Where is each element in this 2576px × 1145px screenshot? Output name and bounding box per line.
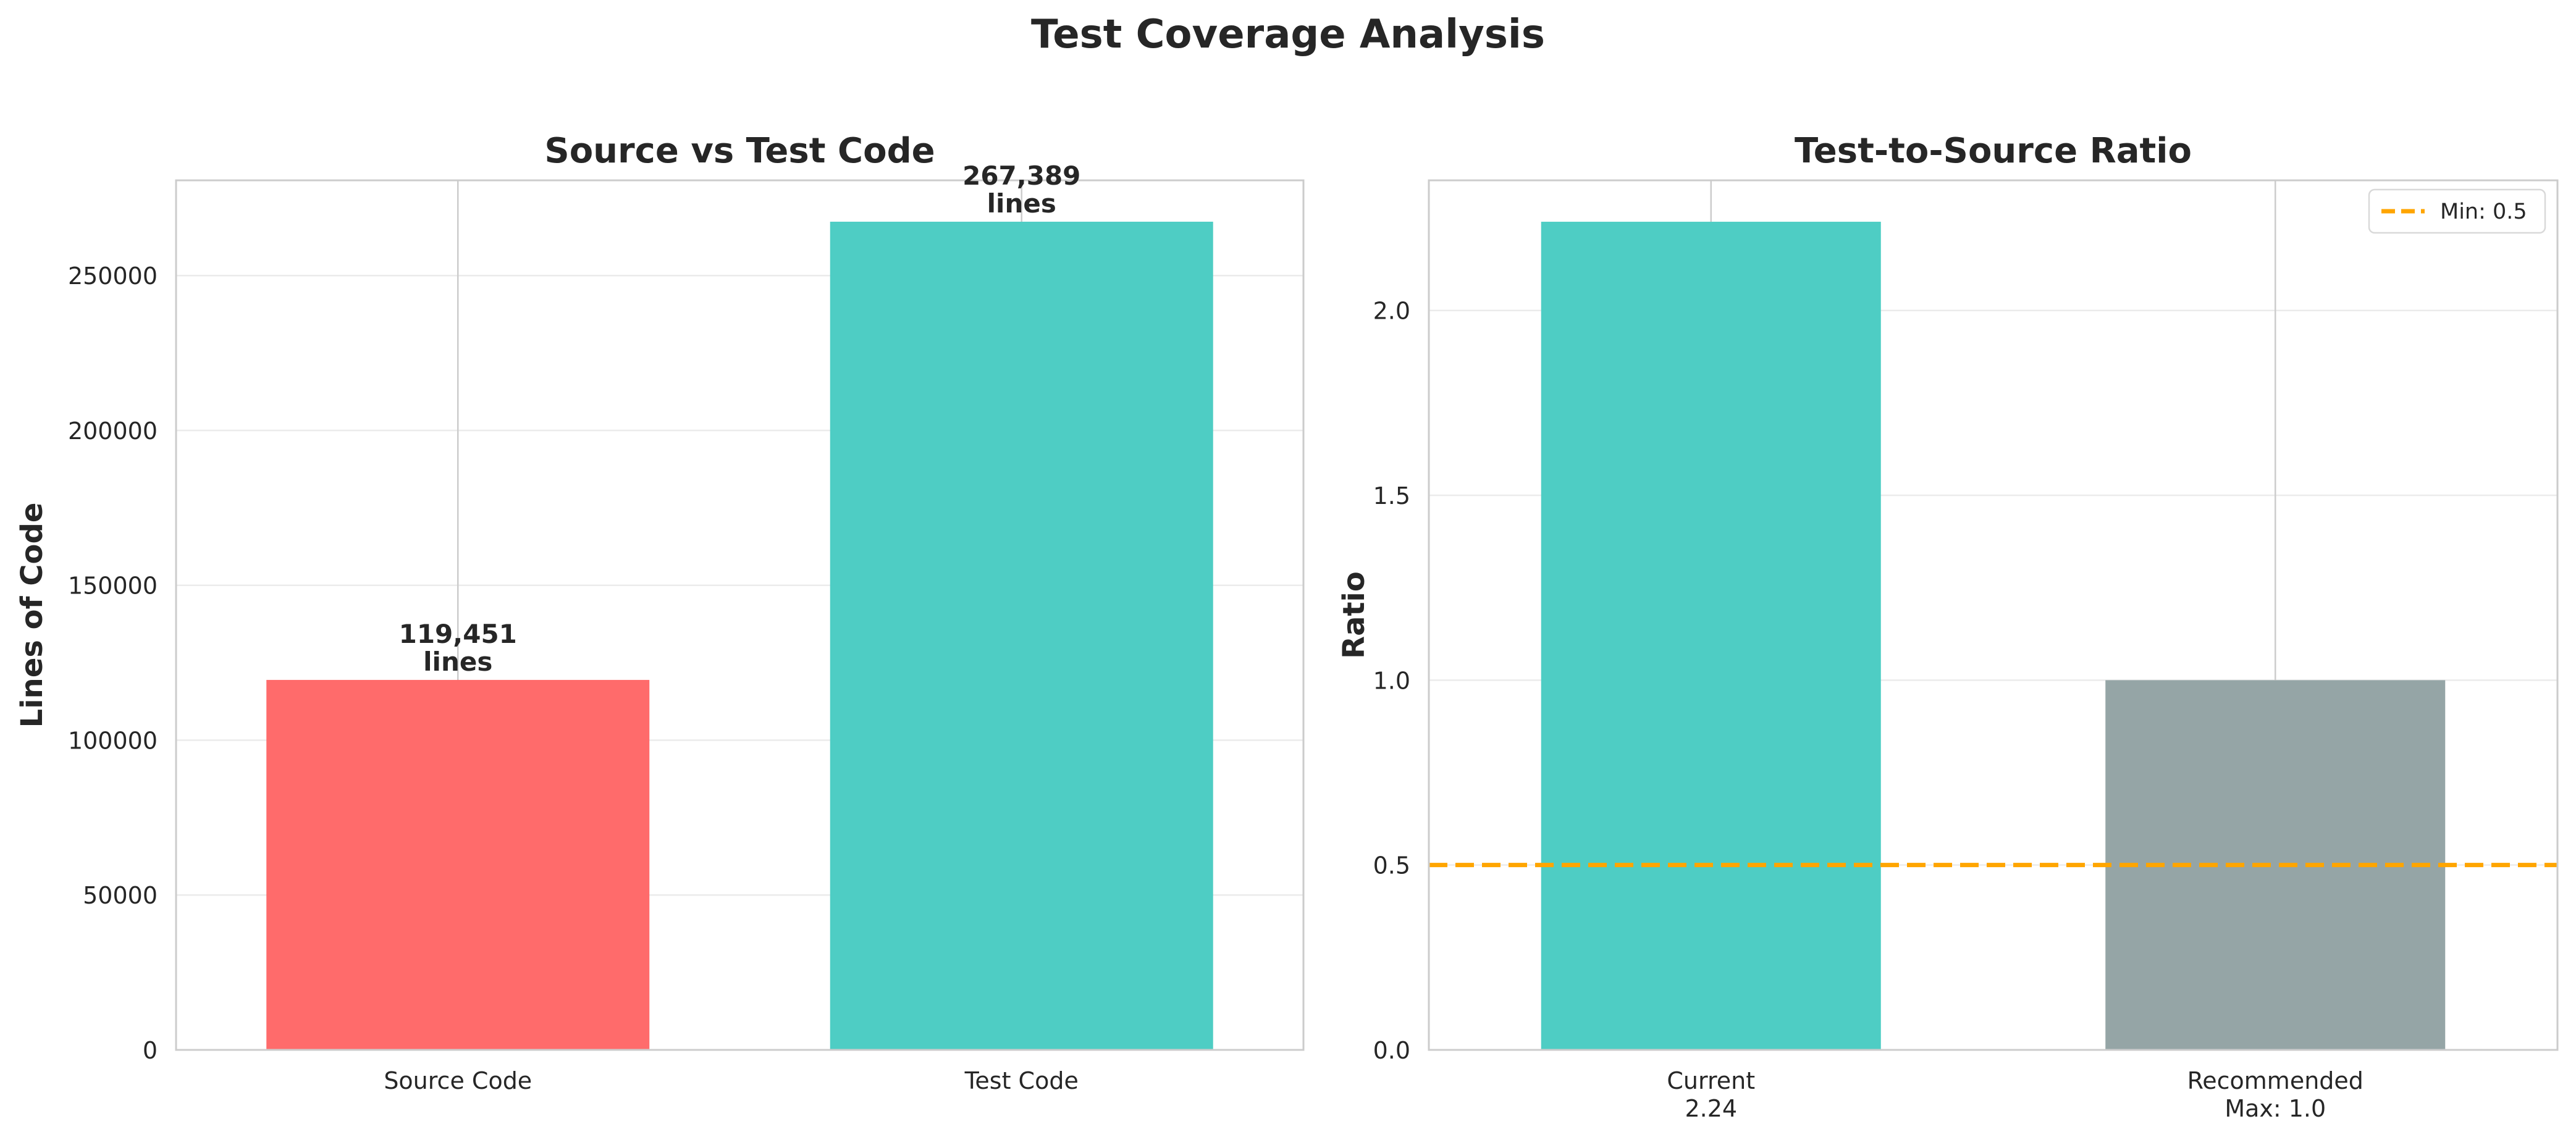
x-tick-label: Current 2.24	[1667, 1067, 1755, 1122]
y-tick-label: 0.0	[1373, 1037, 1410, 1064]
figure-title: Test Coverage Analysis	[1031, 12, 1545, 57]
legend: Min: 0.5	[2368, 188, 2546, 234]
bar-2	[830, 221, 1213, 1050]
y-tick-label: 1.0	[1373, 667, 1410, 694]
bar-value-label: 267,389 lines	[962, 161, 1080, 219]
legend-box	[2368, 188, 2546, 234]
legend-label: Min: 0.5	[2440, 199, 2527, 224]
chart-panel-ratio: 0.0 0.5 1.0 1.5 2.0 Current 2.24 Recommended Max…	[1337, 131, 2559, 1122]
y-axis-label: Lines of Code	[15, 503, 49, 728]
bar-value-label: 119,451 lines	[399, 619, 517, 677]
x-tick-label: Test Code	[964, 1067, 1079, 1094]
x-tick-label: Recommended Max: 1.0	[2187, 1067, 2363, 1122]
y-tick-label: 0	[143, 1037, 158, 1064]
x-tick-label: Source Code	[384, 1067, 532, 1094]
y-tick-label: 100000	[68, 727, 158, 754]
chart-title: Test-to-Source Ratio	[1795, 131, 2192, 171]
bar-1	[1541, 222, 1881, 1050]
chart-panel-loc: 119,451 lines 267,389 lines 0 50000 100000 1500…	[15, 131, 1305, 1094]
axes-frame	[175, 179, 1305, 1051]
y-tick-label: 2.0	[1373, 298, 1410, 325]
y-tick-label: 250000	[68, 262, 158, 290]
y-tick-label: 1.5	[1373, 482, 1410, 510]
chart-title: Source vs Test Code	[544, 131, 935, 171]
y-tick-label: 0.5	[1373, 852, 1410, 879]
y-axis-label: Ratio	[1337, 571, 1371, 659]
y-tick-label: 50000	[83, 882, 158, 909]
bar-1	[266, 679, 650, 1050]
y-tick-label: 200000	[68, 417, 158, 445]
axes-frame	[1428, 179, 2559, 1051]
y-tick-label: 150000	[68, 572, 158, 600]
